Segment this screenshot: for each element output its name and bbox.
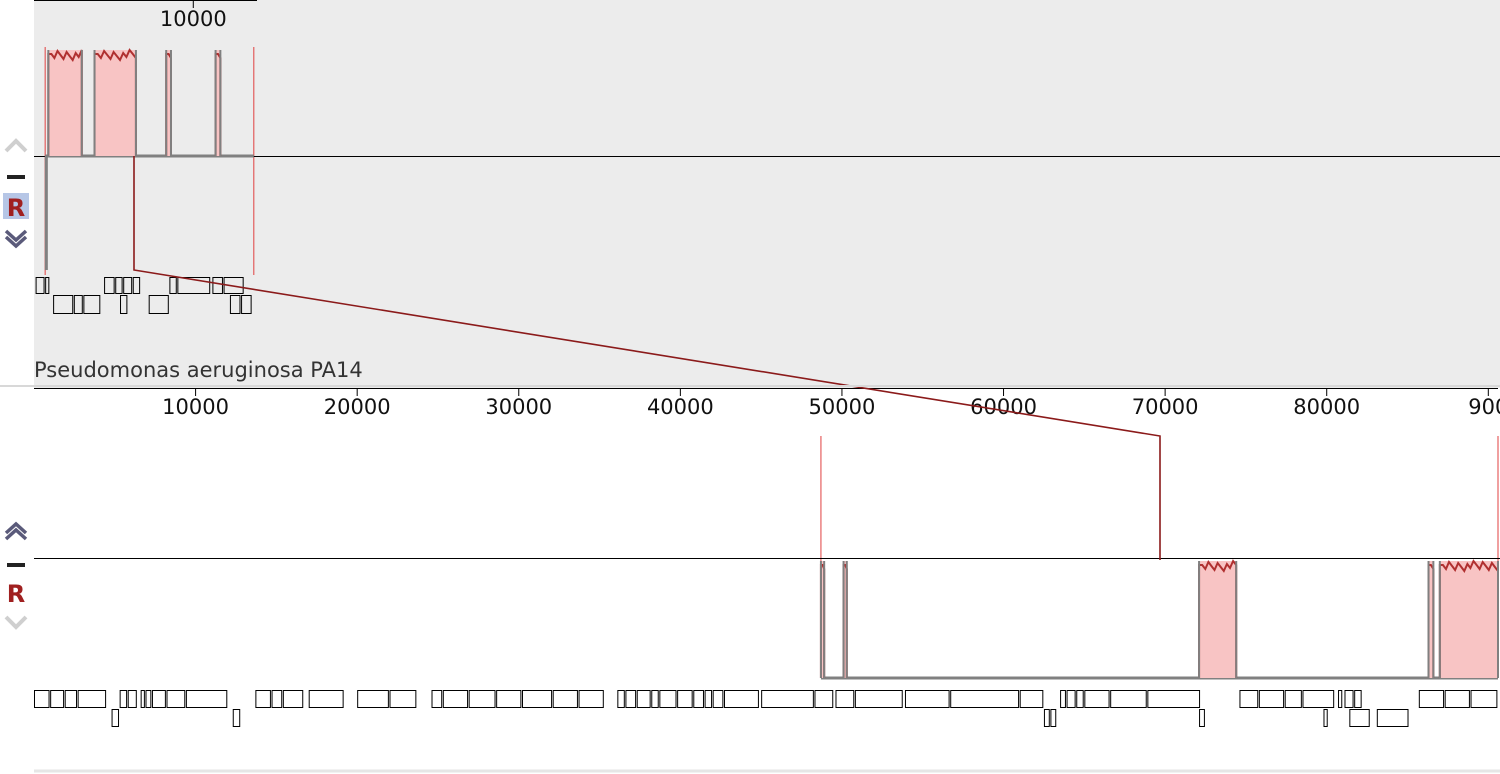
bottom-sequence-panel[interactable] [34,388,1500,770]
top-reference-label: R [7,194,25,219]
sequence-name-label: Pseudomonas aeruginosa PA14 [34,358,363,382]
bottom-move-up-icon[interactable] [3,520,29,546]
bottom-controls-gutter: R [0,388,34,774]
top-move-down-icon[interactable] [3,226,29,252]
bottom-reference-button[interactable]: R [3,579,29,605]
top-reference-button[interactable]: R [3,193,29,219]
top-move-up-icon[interactable] [3,132,29,158]
top-hide-icon[interactable] [3,164,29,190]
top-sequence-panel[interactable] [34,0,1500,388]
bottom-move-down-icon[interactable] [3,610,29,636]
top-controls-gutter: R [0,0,34,388]
bottom-reference-label: R [7,580,25,605]
bottom-hide-icon[interactable] [3,552,29,578]
